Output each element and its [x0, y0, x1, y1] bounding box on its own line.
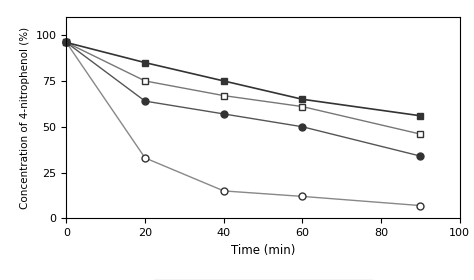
X-axis label: Time (min): Time (min): [231, 244, 295, 257]
Y-axis label: Concentration of 4-nitrophenol (%): Concentration of 4-nitrophenol (%): [20, 27, 30, 209]
